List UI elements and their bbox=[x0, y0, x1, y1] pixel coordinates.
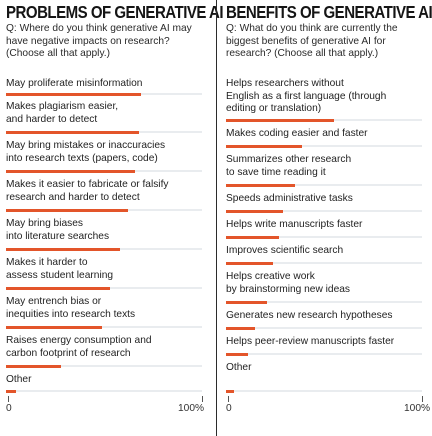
problem-track-3 bbox=[6, 169, 202, 173]
problem-label-9: Other bbox=[6, 374, 32, 385]
benefits-axis-tick-100 bbox=[422, 396, 423, 402]
benefits-title: BENEFITS OF GENERATIVE AI bbox=[226, 2, 432, 22]
benefits-axis-label-0: 0 bbox=[226, 403, 232, 414]
benefit-bar-5 bbox=[226, 235, 279, 239]
problem-bar-2 bbox=[6, 130, 140, 134]
benefit-label-4: Speeds administrative tasks bbox=[226, 193, 353, 204]
problems-chart: PROBLEMS OF GENERATIVE AI Q: Where do yo… bbox=[6, 0, 224, 436]
problem-label-3: May bring mistakes or inaccuracies into … bbox=[6, 140, 166, 164]
benefit-label-6: Improves scientific search bbox=[226, 245, 344, 256]
problem-track-6 bbox=[6, 286, 202, 290]
benefit-label-7: Helps creative work by brainstorming new… bbox=[226, 271, 351, 295]
problems-axis-tick-0 bbox=[8, 396, 9, 402]
problem-bar-5 bbox=[6, 247, 120, 251]
benefit-label-2: Makes coding easier and faster bbox=[226, 128, 368, 139]
benefit-track-8 bbox=[226, 326, 422, 330]
problems-axis-tick-100 bbox=[202, 396, 203, 402]
benefit-label-9: Helps peer-review manuscripts faster bbox=[226, 336, 395, 347]
benefit-label-8: Generates new research hypotheses bbox=[226, 310, 393, 321]
problems-axis-label-100: 100% bbox=[178, 403, 205, 414]
benefit-bar-10 bbox=[226, 389, 234, 393]
benefits-axis-label-100: 100% bbox=[404, 403, 431, 414]
benefit-bar-8 bbox=[226, 326, 256, 330]
benefit-track-9 bbox=[226, 352, 422, 356]
problem-bar-7 bbox=[6, 325, 103, 329]
benefit-bar-7 bbox=[226, 300, 268, 304]
benefit-track-10 bbox=[226, 389, 422, 393]
problem-bar-8 bbox=[6, 364, 61, 368]
benefit-label-1: Helps researchers without English as a f… bbox=[226, 78, 387, 114]
problem-track-1 bbox=[6, 92, 202, 96]
problem-bar-3 bbox=[6, 169, 136, 173]
benefit-track-6 bbox=[226, 261, 422, 265]
problem-label-2: Makes plagiarism easier, and harder to d… bbox=[6, 101, 119, 125]
benefit-bar-1 bbox=[226, 118, 334, 122]
problem-track-8 bbox=[6, 364, 202, 368]
problem-bar-4 bbox=[6, 208, 128, 212]
problem-label-4: Makes it easier to fabricate or falsify … bbox=[6, 179, 169, 203]
problem-track-9 bbox=[6, 389, 202, 393]
benefits-axis-tick-0 bbox=[228, 396, 229, 402]
problem-label-1: May proliferate misinformation bbox=[6, 78, 143, 89]
benefit-track-2 bbox=[226, 144, 422, 148]
problem-label-6: Makes it harder to assess student learni… bbox=[6, 257, 114, 281]
problems-question: Q: Where do you think generative AI may … bbox=[6, 23, 192, 59]
benefits-question: Q: What do you think are currently the b… bbox=[226, 23, 398, 59]
problems-title: PROBLEMS OF GENERATIVE AI bbox=[6, 2, 224, 22]
benefit-track-5 bbox=[226, 235, 422, 239]
problem-track-5 bbox=[6, 247, 202, 251]
benefit-bar-2 bbox=[226, 144, 303, 148]
benefit-track-1 bbox=[226, 118, 422, 122]
benefit-label-3: Summarizes other research to save time r… bbox=[226, 154, 352, 178]
problem-label-7: May entrench bias or inequities into res… bbox=[6, 296, 136, 320]
benefit-bar-4 bbox=[226, 209, 283, 213]
problem-track-2 bbox=[6, 130, 202, 134]
benefit-track-4 bbox=[226, 209, 422, 213]
benefit-track-3 bbox=[226, 183, 422, 187]
benefit-bar-6 bbox=[226, 261, 274, 265]
benefit-bar-3 bbox=[226, 183, 295, 187]
problem-bar-1 bbox=[6, 92, 142, 96]
benefit-track-7 bbox=[226, 300, 422, 304]
benefit-bar-9 bbox=[226, 352, 248, 356]
problem-label-5: May bring biases into literature searche… bbox=[6, 218, 110, 242]
problem-track-7 bbox=[6, 325, 202, 329]
panel-divider bbox=[216, 0, 217, 436]
problem-label-8: Raises energy consumption and carbon foo… bbox=[6, 335, 152, 359]
benefit-label-10: Other bbox=[226, 362, 252, 373]
problem-bar-9 bbox=[6, 389, 16, 393]
problem-bar-6 bbox=[6, 286, 110, 290]
benefit-label-5: Helps write manuscripts faster bbox=[226, 219, 363, 230]
problem-track-4 bbox=[6, 208, 202, 212]
benefits-chart: BENEFITS OF GENERATIVE AI Q: What do you… bbox=[226, 0, 432, 436]
problems-axis-label-0: 0 bbox=[6, 403, 12, 414]
